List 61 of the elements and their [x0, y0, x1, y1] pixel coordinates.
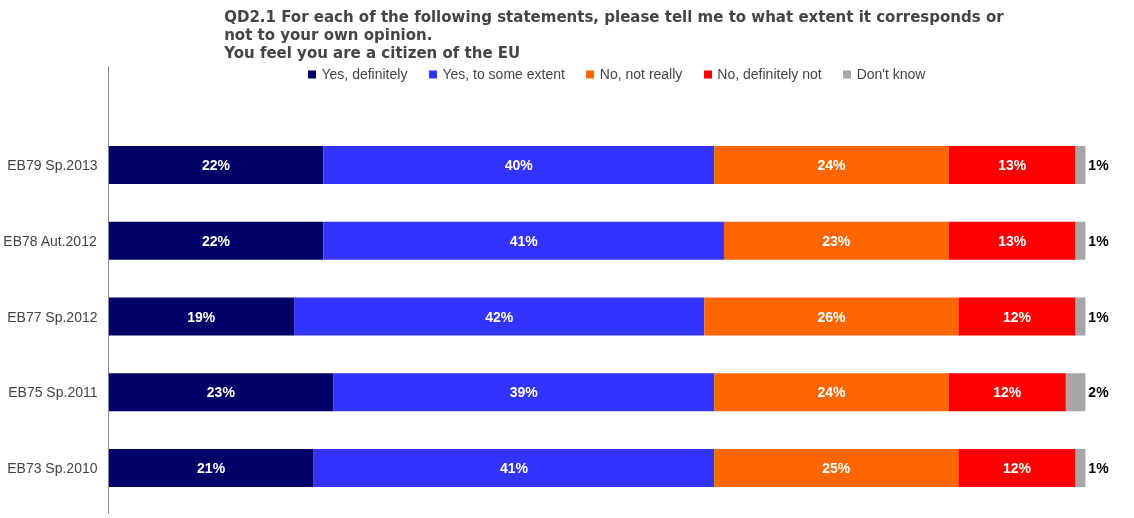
bar — [1075, 221, 1086, 260]
bar — [108, 297, 295, 336]
data-label: 41% — [509, 232, 539, 249]
bar — [714, 146, 949, 184]
y-tick-label: EB73 Sp.2010 — [7, 460, 98, 477]
bar — [313, 449, 715, 487]
bar — [108, 146, 324, 184]
data-label: 23% — [206, 384, 236, 401]
data-label: 12% — [1003, 460, 1032, 477]
bar — [1065, 373, 1086, 412]
data-label: 1% — [1088, 232, 1110, 249]
bar — [323, 146, 715, 184]
y-tick-label: EB75 Sp.2011 — [8, 384, 98, 401]
data-label: 1% — [1088, 308, 1110, 325]
bar — [294, 297, 705, 336]
data-label: 40% — [504, 156, 534, 173]
data-label: 12% — [1003, 308, 1032, 325]
data-label: 41% — [499, 460, 529, 477]
y-tick-label: EB79 Sp.2013 — [7, 156, 98, 173]
y-tick-label: EB78 Aut.2012 — [3, 232, 97, 249]
legend-label: No, not really — [599, 66, 683, 82]
data-label: 22% — [201, 156, 231, 173]
chart-title: QD2.1 For each of the following statements, please tell me to what extent it corresponds or not to your own opinion. You feel you are a citizen of the EU — [223, 7, 1005, 62]
data-label: 22% — [201, 232, 231, 249]
bar — [714, 449, 959, 487]
bar — [958, 297, 1076, 336]
legend-label: No, definitely not — [717, 66, 822, 82]
data-label: 23% — [822, 232, 851, 249]
data-label: 25% — [822, 460, 851, 477]
data-label: 42% — [485, 308, 514, 325]
bar — [333, 373, 715, 412]
data-label: 2% — [1088, 384, 1110, 401]
legend-label: Yes, definitely — [321, 66, 408, 82]
data-label: 13% — [998, 156, 1027, 173]
bar — [714, 373, 949, 412]
bar — [704, 297, 959, 336]
bar — [323, 221, 724, 260]
y-tick-label: EB77 Sp.2012 — [7, 308, 98, 325]
bar — [1075, 146, 1086, 184]
data-label: 26% — [817, 308, 846, 325]
bar — [948, 373, 1066, 412]
data-label: 19% — [187, 308, 216, 325]
data-label: 13% — [998, 232, 1027, 249]
bar — [1075, 297, 1086, 336]
data-label: 24% — [817, 384, 846, 401]
bar — [108, 221, 324, 260]
bar — [723, 221, 949, 260]
data-label: 1% — [1088, 156, 1110, 173]
bar — [958, 449, 1076, 487]
bar — [948, 146, 1076, 184]
bar — [108, 373, 334, 412]
data-label: 1% — [1088, 460, 1110, 477]
legend-label: Don't know — [856, 66, 926, 82]
bar — [1075, 449, 1086, 487]
data-label: 12% — [993, 384, 1022, 401]
bar — [948, 221, 1076, 260]
data-label: 24% — [817, 156, 846, 173]
data-label: 39% — [509, 384, 539, 401]
bar — [108, 449, 314, 487]
data-label: 21% — [197, 460, 226, 477]
legend-label: Yes, to some extent — [442, 66, 565, 82]
